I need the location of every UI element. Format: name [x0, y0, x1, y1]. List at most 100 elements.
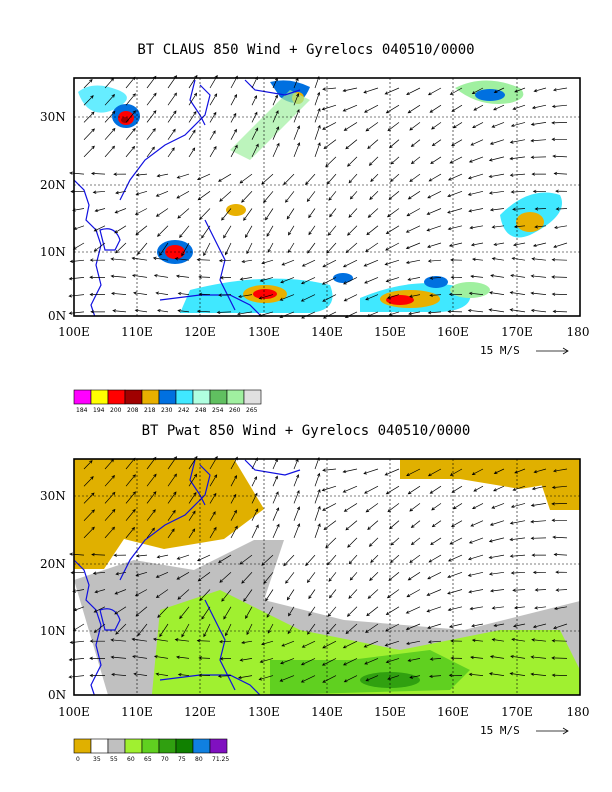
- panel-2-coastlines: [74, 459, 301, 695]
- wind-vector: [363, 468, 379, 475]
- lon-label: 180: [567, 325, 590, 339]
- wind-vector: [251, 508, 259, 521]
- wind-vector: [230, 475, 237, 487]
- wind-vector: [366, 606, 379, 617]
- wind-vector: [314, 505, 321, 521]
- wind-vector: [468, 672, 484, 677]
- wind-vector: [488, 672, 505, 676]
- wind-vector: [177, 672, 190, 677]
- wind-vector: [410, 537, 421, 546]
- wind-vector: [131, 274, 148, 278]
- wind-vector: [125, 526, 135, 539]
- wind-vector: [322, 259, 337, 268]
- wind-vector: [488, 537, 505, 543]
- wind-vector: [321, 104, 337, 111]
- wind-vector: [365, 675, 379, 682]
- wind-vector: [283, 173, 295, 186]
- wind-vector: [125, 457, 136, 470]
- wind-vector: [405, 606, 421, 614]
- wind-vector: [104, 110, 116, 123]
- wind-vector: [467, 554, 484, 561]
- wind-vector: [83, 492, 95, 504]
- wind-vector: [293, 125, 301, 140]
- wind-vector: [386, 294, 400, 300]
- wind-vector: [251, 524, 259, 539]
- wind-vector: [447, 225, 463, 231]
- colorbar-swatch: [124, 389, 143, 405]
- wind-vector: [491, 638, 505, 642]
- wind-vector: [279, 675, 295, 682]
- wind-vector: [281, 640, 295, 647]
- wind-vector: [131, 256, 148, 261]
- wind-vector: [110, 274, 127, 278]
- colorbar-label: 60: [127, 756, 135, 763]
- wind-vector: [384, 87, 400, 95]
- wind-vector: [209, 492, 217, 504]
- wind-vector: [114, 606, 127, 615]
- wind-vector: [509, 291, 526, 295]
- lon-label: 130E: [248, 325, 280, 339]
- wind-vector: [83, 509, 95, 521]
- wind-vector: [209, 130, 216, 140]
- wind-vector: [134, 208, 148, 215]
- wind-vector: [279, 294, 295, 301]
- wind-vector: [553, 242, 568, 249]
- wind-vector: [159, 242, 169, 257]
- wind-vector: [251, 111, 258, 123]
- wind-vector: [429, 485, 442, 494]
- wind-vector: [265, 589, 274, 602]
- wind-vector: [450, 258, 463, 262]
- wind-vector: [427, 311, 442, 315]
- wind-vector: [225, 623, 232, 637]
- wind-vector: [146, 456, 157, 470]
- wind-vector: [104, 145, 116, 158]
- wind-vector: [406, 208, 421, 217]
- wind-vector: [125, 76, 136, 89]
- wind-vector: [488, 571, 505, 576]
- wind-vector: [530, 274, 547, 278]
- lon-label: 130E: [248, 705, 280, 719]
- wind-vector: [348, 589, 358, 599]
- wind-vector: [125, 474, 136, 487]
- wind-vector: [342, 104, 358, 112]
- wind-vector: [530, 139, 547, 143]
- wind-vector: [257, 311, 274, 317]
- wind-vector: [554, 225, 568, 230]
- wind-vector: [283, 554, 295, 567]
- wind-vector: [314, 472, 321, 487]
- wind-vector: [272, 126, 280, 140]
- wind-vector: [488, 156, 505, 162]
- wind-vector: [286, 589, 295, 601]
- wind-vector: [510, 503, 526, 509]
- wind-vector: [272, 507, 280, 521]
- wind-vector: [390, 156, 400, 165]
- lon-label: 120E: [184, 325, 216, 339]
- wind-vector: [531, 638, 547, 642]
- wind-vector: [218, 554, 232, 564]
- wind-vector: [388, 311, 400, 316]
- wind-vector: [551, 292, 568, 296]
- wind-vector: [551, 639, 568, 643]
- wind-vector: [89, 292, 106, 297]
- wind-vector: [91, 171, 106, 176]
- wind-vector: [431, 122, 442, 130]
- wind-vector: [306, 191, 316, 203]
- colorbar-swatch: [192, 738, 211, 754]
- wind-vector: [387, 122, 400, 132]
- lon-label: 160E: [437, 705, 469, 719]
- wind-vector: [489, 655, 505, 659]
- wind-vector: [385, 242, 400, 251]
- wind-vector: [510, 571, 526, 575]
- wind-vector: [201, 606, 211, 620]
- wind-vector: [321, 277, 337, 285]
- wind-vector: [104, 77, 115, 89]
- wind-vector: [305, 173, 316, 186]
- wind-vector: [92, 190, 106, 194]
- wind-vector: [327, 225, 337, 236]
- wind-vector: [345, 623, 358, 635]
- wind-vector: [196, 638, 211, 643]
- wind-vector: [489, 208, 505, 212]
- wind-vector: [407, 572, 421, 581]
- wind-vector: [329, 208, 337, 218]
- wind-vector: [467, 571, 484, 577]
